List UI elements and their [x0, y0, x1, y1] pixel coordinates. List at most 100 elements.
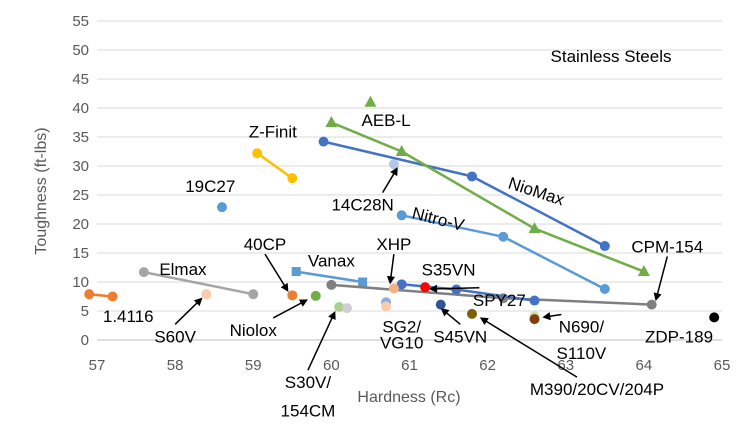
data-point-s110v	[529, 314, 540, 325]
data-point-elmax	[138, 267, 149, 278]
data-point-cpm154	[646, 299, 657, 310]
steel-label: SPY27	[473, 291, 526, 310]
label-arrow-line	[389, 254, 395, 279]
data-point-vanax	[358, 277, 368, 287]
series-s35vn	[396, 279, 540, 306]
data-point-niolox	[310, 290, 321, 301]
data-point-nitrov	[599, 283, 610, 294]
axes: 0 5 10 15 20 25 30 35 40 45 50 55 57 58 59 60 61 62 63 64 65	[72, 13, 730, 374]
label-arrow-line	[656, 256, 669, 296]
y-tick-label: 45	[72, 71, 89, 88]
steel-label: S60V	[154, 327, 196, 346]
data-point-14c28n	[388, 159, 399, 170]
series-s35vn-red	[420, 282, 431, 293]
y-tick-label: 55	[72, 13, 89, 30]
label-arrow-head	[479, 317, 489, 326]
data-point-s35vn	[451, 284, 462, 295]
x-tick-label: 64	[636, 357, 653, 374]
steel-label: Vanax	[308, 251, 355, 270]
gridlines	[97, 20, 722, 341]
label-arrow-line	[272, 301, 303, 319]
label-arrow-head	[298, 299, 308, 307]
data-point-cpm154	[326, 279, 337, 290]
series-19c27	[217, 202, 227, 213]
label-arrow-head	[653, 292, 662, 302]
label-arrow-head	[386, 275, 396, 285]
x-tick-label: 65	[714, 357, 731, 374]
data-point-aebl-top	[364, 95, 377, 107]
label-arrow-line	[174, 301, 199, 325]
steel-label: Niolox	[230, 321, 278, 340]
data-point-14116	[84, 289, 95, 300]
data-point-elmax	[248, 289, 259, 300]
steel-label: ZDP-189	[645, 327, 713, 346]
series-line-zfinit	[256, 152, 294, 180]
x-axis-title: Hardness (Rc)	[357, 389, 460, 406]
series-s30v	[334, 301, 345, 312]
data-point-nitrov	[498, 231, 509, 242]
label-arrows	[174, 167, 669, 378]
steel-label: 14C28N	[331, 196, 393, 215]
data-point-aebl	[528, 222, 541, 234]
data-point-aebl	[637, 265, 650, 277]
label-arrow-head	[390, 167, 398, 177]
y-tick-label: 20	[72, 216, 89, 233]
label-arrow-head	[280, 282, 289, 292]
label-arrow-head	[328, 311, 336, 320]
x-tick-label: 63	[557, 357, 574, 374]
y-tick-label: 50	[72, 42, 89, 59]
series-m390	[467, 308, 477, 319]
series-s30v-b	[342, 303, 352, 314]
y-tick-label: 40	[72, 100, 89, 117]
y-tick-label: 30	[72, 158, 89, 175]
steel-label: 19C27	[185, 177, 235, 196]
steel-label: N690/	[559, 317, 605, 336]
label-arrow-line	[444, 311, 461, 325]
x-tick-label: 62	[479, 357, 496, 374]
y-tick-label: 10	[72, 274, 89, 291]
series-14c28n	[388, 159, 399, 170]
data-point-niomax	[318, 136, 329, 147]
label-arrow-head	[193, 297, 203, 307]
data-point-s35vn	[529, 295, 540, 306]
data-point-vanax	[291, 267, 301, 277]
steel-label: 1.4116	[103, 307, 154, 326]
label-arrow-line	[548, 313, 562, 318]
steel-label: Elmax	[159, 260, 207, 279]
series-s45vn	[435, 299, 446, 310]
steel-label: M390/20CV/204P	[530, 380, 664, 399]
label-arrow-head	[429, 284, 438, 293]
data-point-zfinit	[252, 148, 263, 159]
data-point-zfinit	[287, 173, 298, 184]
label-arrow-line	[381, 171, 396, 194]
series-aebl	[325, 116, 650, 277]
x-tick-label: 58	[167, 357, 184, 374]
series-line-vanax	[296, 270, 363, 284]
data-point-aebl	[395, 145, 408, 156]
y-tick-label: 5	[81, 303, 89, 320]
data-point-vg10	[381, 301, 392, 312]
steel-label: VG10	[380, 334, 423, 353]
label-arrow-line	[484, 319, 578, 378]
steel-label: S110V	[556, 344, 606, 363]
series-zdp189	[709, 312, 720, 323]
steel-label: 154CM	[281, 402, 336, 421]
data-point-19c27	[217, 202, 227, 213]
data-point-s45vn	[435, 299, 446, 310]
series-niomax	[318, 136, 610, 252]
data-point-s35vn-red	[420, 282, 431, 293]
steel-label: NioMax	[506, 174, 567, 210]
x-tick-label: 61	[401, 357, 418, 374]
data-point-nitrov	[396, 210, 407, 221]
data-point-xhp	[388, 283, 399, 294]
steel-label: CPM-154	[631, 237, 703, 256]
steel-label: S30V/	[285, 373, 332, 392]
x-tick-label: 60	[323, 357, 340, 374]
steel-label: S45VN	[433, 327, 487, 346]
data-point-40cp	[287, 290, 298, 301]
series-zfinit	[252, 148, 298, 184]
series-aebl-top	[364, 95, 377, 107]
data-series	[84, 95, 720, 325]
steel-label: Nitro-V	[410, 204, 467, 235]
